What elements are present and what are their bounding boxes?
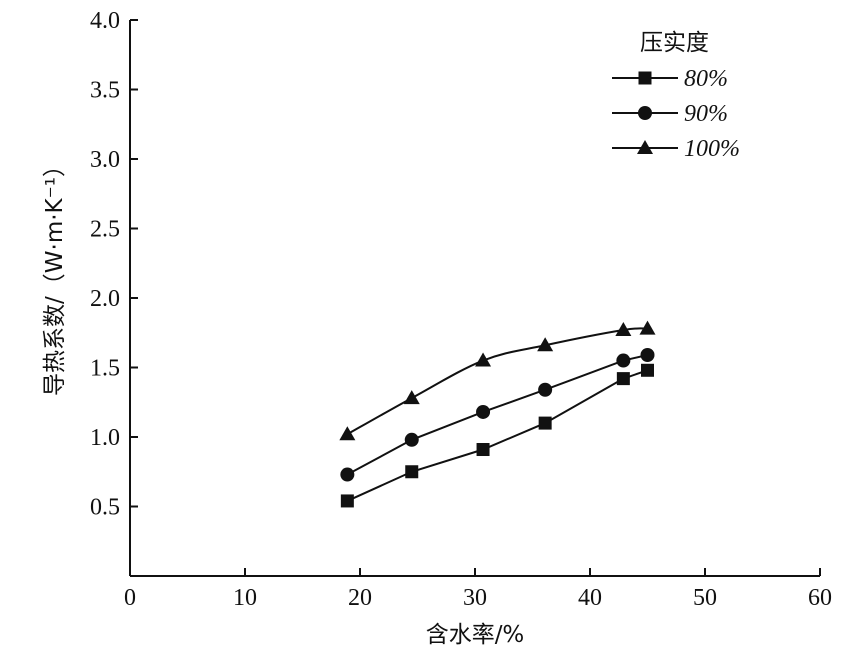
data-point xyxy=(616,353,631,368)
legend-title: 压实度 xyxy=(640,30,709,56)
data-point xyxy=(405,465,419,479)
data-point xyxy=(404,432,419,447)
y-tick-label: 1.5 xyxy=(90,356,120,382)
data-point xyxy=(476,443,490,457)
legend-marker xyxy=(637,140,653,154)
y-axis-label: 导热系数/（W·m·K⁻¹） xyxy=(42,154,68,396)
legend-label: 90% xyxy=(684,101,728,127)
x-tick-label: 60 xyxy=(808,585,832,611)
series-line xyxy=(346,354,648,476)
legend-item: 90% xyxy=(612,101,728,127)
data-point xyxy=(538,416,552,430)
series-90pct xyxy=(340,347,655,482)
legend-label: 80% xyxy=(684,66,728,92)
y-tick-label: 2.5 xyxy=(90,217,120,243)
y-tick-label: 3.5 xyxy=(90,78,120,104)
data-point xyxy=(640,347,655,362)
y-tick-label: 2.0 xyxy=(90,286,120,312)
legend-item: 80% xyxy=(612,66,728,92)
x-axis-label: 含水率/% xyxy=(426,622,525,648)
x-tick-label: 20 xyxy=(348,585,372,611)
data-point xyxy=(476,404,491,419)
x-tick-label: 10 xyxy=(233,585,257,611)
series-line xyxy=(346,369,648,502)
series-layer xyxy=(339,320,656,508)
data-point xyxy=(537,337,554,352)
data-point xyxy=(340,494,354,508)
data-point xyxy=(340,467,355,482)
data-point xyxy=(616,372,630,386)
x-tick-label: 40 xyxy=(578,585,602,611)
data-point xyxy=(475,352,492,367)
data-point xyxy=(641,363,654,377)
y-tick-label: 3.0 xyxy=(90,147,120,173)
axes: 0 10 20 30 40 50 60 0.5 1.0 1.5 2.0 2.5 3.0 3.5 4.0 xyxy=(90,8,832,611)
data-point xyxy=(538,382,553,397)
data-point xyxy=(615,321,632,336)
series-100pct xyxy=(339,320,656,441)
y-tick-label: 1.0 xyxy=(90,425,120,451)
series-80pct xyxy=(340,363,654,508)
data-point xyxy=(639,320,656,335)
legend-item: 100% xyxy=(612,136,740,162)
data-point xyxy=(339,426,356,441)
y-tick-label: 0.5 xyxy=(90,495,120,521)
legend-label: 100% xyxy=(684,136,740,162)
x-tick-label: 50 xyxy=(693,585,717,611)
legend-marker xyxy=(638,106,652,120)
x-tick-label: 30 xyxy=(463,585,487,611)
legend: 压实度 80% 90% 100% xyxy=(612,30,740,162)
x-tick-label: 0 xyxy=(124,585,136,611)
y-tick-label: 4.0 xyxy=(90,8,120,34)
legend-marker xyxy=(638,71,652,85)
data-point xyxy=(403,390,420,405)
series-line xyxy=(346,327,648,436)
